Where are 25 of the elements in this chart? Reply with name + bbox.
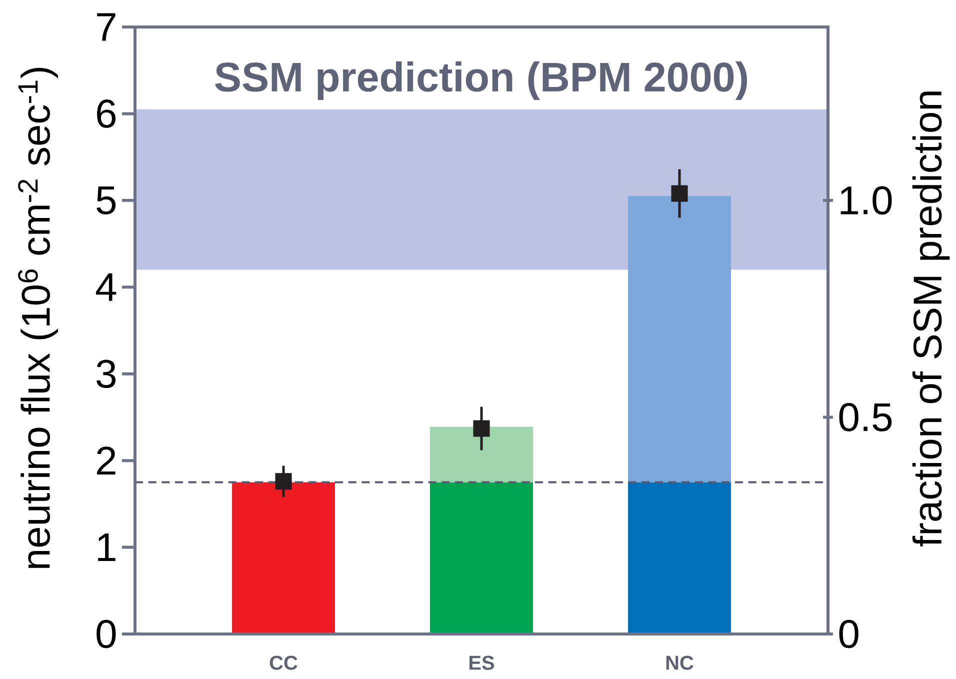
band-label: SSM prediction (BPM 2000) (215, 61, 747, 100)
y-tick-label: 5 (96, 186, 116, 214)
y-tick-label: 4 (96, 273, 116, 301)
y2-tick-label: 0.5 (839, 403, 892, 432)
y2-tick-label: 1.0 (840, 186, 892, 215)
y2-axis-title: fraction of SSM prediction (912, 92, 950, 546)
point (275, 473, 292, 490)
y2-tick-label: 0 (839, 620, 858, 648)
bar (430, 482, 533, 634)
y-tick-label: 1 (98, 534, 116, 562)
y-tick-label: 7 (97, 13, 116, 41)
y-tick-label: 2 (97, 446, 116, 475)
bar (232, 482, 335, 634)
bar (430, 426, 533, 482)
x-tick-label: CC (270, 656, 298, 670)
bar (628, 482, 731, 634)
bar (628, 196, 731, 482)
y-tick-label: 3 (96, 360, 116, 388)
point (671, 185, 688, 202)
y-axis-title: neutrino flux (10$^{6}$ cm$^{-2}$ sec$^{-1}$) (18, 68, 58, 568)
x-tick-label: ES (470, 656, 494, 670)
y-tick-label: 0 (96, 620, 116, 648)
x-tick-label: NC (666, 656, 694, 670)
y-tick-label: 6 (97, 100, 116, 128)
point (473, 420, 490, 437)
